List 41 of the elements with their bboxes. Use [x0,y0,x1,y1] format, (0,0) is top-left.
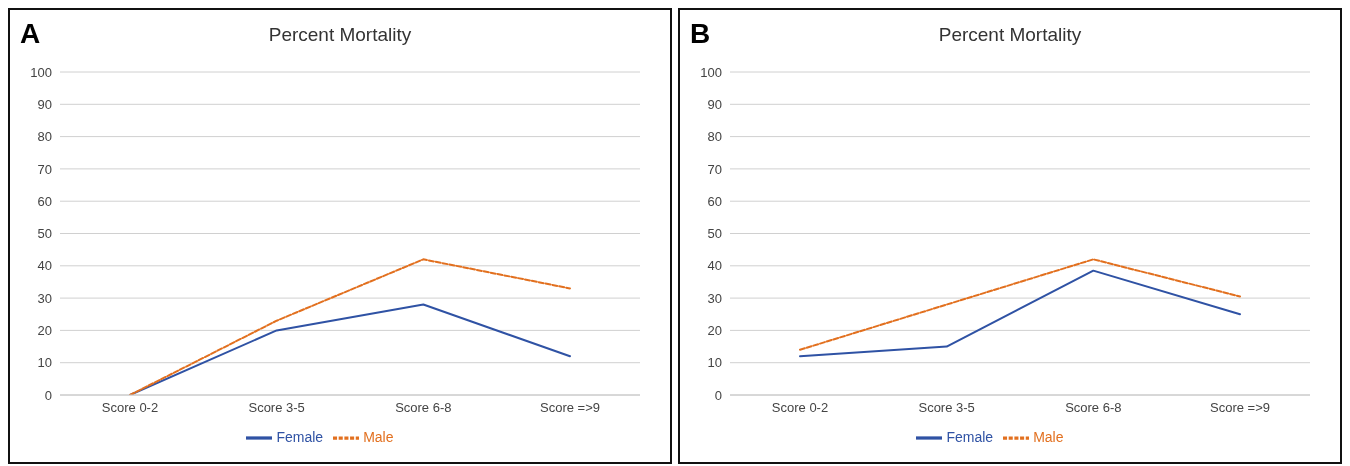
y-tick-label: 40 [707,258,722,274]
text: A [20,18,41,50]
y-tick-label: 50 [707,226,722,242]
chart-title: Percent Mortality [268,24,412,45]
y-tick-label: 0 [714,387,722,403]
y-tick-label: 70 [707,161,722,177]
legend-label: Male [363,428,394,445]
y-tick-label: 80 [707,129,722,145]
line-series [799,258,1241,351]
y-tick-label: 10 [707,355,722,371]
y-tick-label: 60 [707,193,722,209]
chart-title: Percent Mortality [938,24,1082,45]
y-tick-label: 100 [30,64,52,80]
y-tick-label: 30 [707,290,722,306]
x-tick-label: Score =>9 [540,400,600,416]
legend-label: Female [946,428,994,445]
x-tick-label: Score 6-8 [1065,400,1122,416]
y-tick-label: 0 [44,387,52,403]
y-tick-label: 70 [37,161,52,177]
y-tick-label: 60 [37,193,52,209]
y-tick-label: 80 [37,129,52,145]
y-tick-label: 90 [37,96,52,112]
y-tick-label: 20 [707,323,722,339]
line-series [799,269,1241,358]
x-tick-label: Score 0-2 [771,400,829,416]
text: B [690,18,711,50]
y-tick-label: 20 [37,323,52,339]
x-tick-label: Score 0-2 [101,400,159,416]
x-tick-label: Score 3-5 [248,400,305,416]
legend-label: Male [1033,428,1064,445]
x-tick-label: Score =>9 [1210,400,1270,416]
y-tick-label: 40 [37,258,52,274]
line-series [129,258,571,395]
x-tick-label: Score 6-8 [395,400,452,416]
y-tick-label: 90 [707,96,722,112]
x-tick-label: Score 3-5 [918,400,975,416]
y-tick-label: 100 [700,64,722,80]
y-tick-label: 10 [37,355,52,371]
y-tick-label: 30 [37,290,52,306]
y-tick-label: 50 [37,226,52,242]
legend-label: Female [276,428,324,445]
